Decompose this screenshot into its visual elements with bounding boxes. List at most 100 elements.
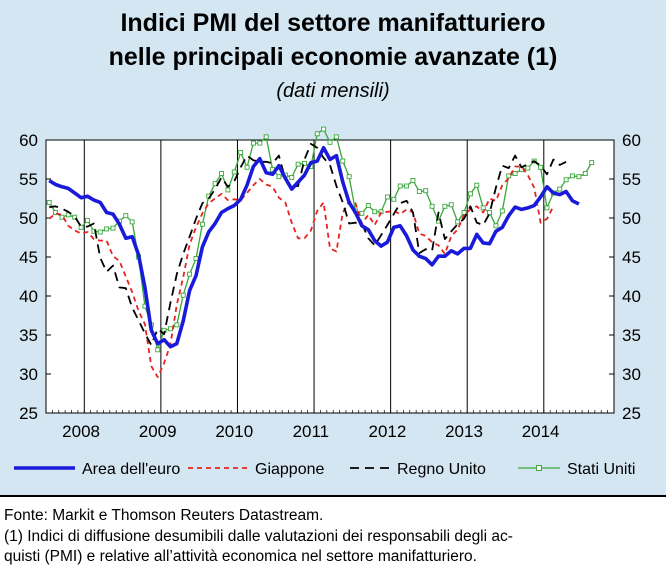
y-tick-label-left: 40 (19, 287, 38, 306)
y-tick-label-right: 25 (622, 404, 641, 423)
x-year-label: 2009 (139, 422, 177, 441)
us-data-point (333, 134, 339, 140)
y-tick-label-left: 25 (19, 404, 38, 423)
legend-label-japan: Giappone (255, 461, 324, 478)
footnote-line-1: (1) Indici di diffusione desumibili dall… (4, 528, 513, 545)
us-data-point (570, 173, 575, 179)
us-data-point (499, 208, 505, 214)
us-data-point (391, 196, 397, 202)
us-data-point (110, 225, 116, 231)
us-data-point (429, 203, 435, 209)
us-data-point (442, 203, 448, 209)
us-data-point (410, 178, 416, 184)
us-data-point (455, 219, 461, 225)
us-data-point (467, 191, 473, 197)
us-data-point (244, 164, 250, 170)
us-data-point (327, 139, 333, 145)
us-data-point (250, 140, 256, 146)
y-tick-label-left: 55 (19, 170, 38, 189)
us-data-point (359, 210, 365, 216)
us-data-point (123, 213, 129, 219)
y-tick-label-left: 35 (19, 326, 38, 345)
us-data-point (302, 160, 307, 166)
us-data-point (193, 256, 199, 262)
us-data-point (85, 217, 90, 223)
us-data-point (384, 194, 390, 200)
us-data-point (557, 186, 563, 192)
plot-area (45, 139, 615, 414)
us-data-point (72, 214, 78, 220)
x-year-label: 2010 (215, 422, 253, 441)
us-data-point (480, 205, 486, 211)
us-data-point (512, 171, 518, 176)
x-year-label: 2008 (62, 422, 100, 441)
legend-label-us: Stati Uniti (567, 461, 635, 478)
us-data-point (129, 219, 135, 225)
us-data-point (155, 347, 161, 353)
us-data-point (448, 202, 454, 208)
us-data-point (231, 169, 237, 175)
x-year-label: 2011 (293, 422, 330, 441)
us-data-point (53, 210, 59, 215)
y-tick-label-right: 35 (622, 326, 641, 345)
x-year-label: 2012 (369, 422, 407, 441)
legend-label-euro: Area dell'euro (82, 461, 180, 478)
us-data-point (416, 189, 422, 194)
us-data-point (589, 160, 595, 166)
footnote-line-2: quisti (PMI) e relative all’attività eco… (4, 548, 477, 565)
us-data-point (199, 221, 205, 227)
y-tick-label-left: 45 (19, 248, 38, 267)
y-tick-label-left: 50 (19, 209, 38, 228)
series-line-uk (49, 142, 567, 347)
y-tick-label-left: 30 (19, 365, 38, 384)
us-data-point (295, 161, 301, 167)
us-data-point (404, 183, 410, 189)
y-tick-label-right: 40 (622, 287, 641, 306)
chart-subtitle: (dati mensili) (276, 80, 390, 102)
us-data-point (525, 165, 531, 171)
us-data-point (372, 209, 378, 215)
y-tick-label-right: 45 (622, 248, 641, 267)
series-line-euro (48, 146, 580, 349)
us-data-point (78, 224, 84, 230)
y-tick-label-right: 55 (622, 170, 641, 189)
us-data-point (576, 174, 582, 180)
us-data-point (180, 292, 186, 298)
legend-marker-us (536, 465, 542, 471)
us-data-point (219, 171, 224, 176)
footer-divider (0, 495, 666, 497)
us-data-point (276, 174, 282, 180)
us-data-point (563, 177, 569, 183)
us-data-point (493, 223, 499, 229)
y-tick-label-left: 60 (19, 131, 38, 150)
us-data-point (167, 326, 173, 332)
us-data-point (321, 126, 327, 132)
us-data-point (544, 205, 550, 211)
us-data-point (97, 229, 103, 235)
us-data-point (365, 203, 371, 208)
y-tick-label-right: 50 (622, 209, 641, 228)
us-data-point (346, 174, 352, 180)
us-data-point (187, 271, 193, 277)
us-data-point (582, 171, 588, 176)
y-tick-label-right: 60 (622, 131, 641, 150)
us-data-point (474, 182, 480, 188)
us-data-point (487, 210, 493, 215)
us-data-point (263, 134, 269, 140)
us-data-point (314, 131, 320, 137)
x-year-label: 2014 (522, 422, 560, 441)
source-note: Fonte: Markit e Thomson Reuters Datastre… (4, 507, 324, 524)
us-data-point (423, 188, 429, 194)
us-data-point (340, 158, 346, 164)
us-data-point (506, 173, 512, 179)
us-data-point (238, 150, 244, 155)
us-data-point (174, 322, 180, 328)
us-data-point (257, 140, 263, 146)
us-data-point (104, 226, 110, 232)
chart-title-line-2: nelle principali economie avanzate (1) (108, 43, 558, 71)
us-data-point (289, 174, 295, 180)
chart-title-line-1: Indici PMI del settore manifatturiero (120, 9, 546, 37)
us-data-point (397, 183, 403, 189)
x-year-label: 2013 (445, 422, 483, 441)
us-data-point (538, 164, 544, 170)
